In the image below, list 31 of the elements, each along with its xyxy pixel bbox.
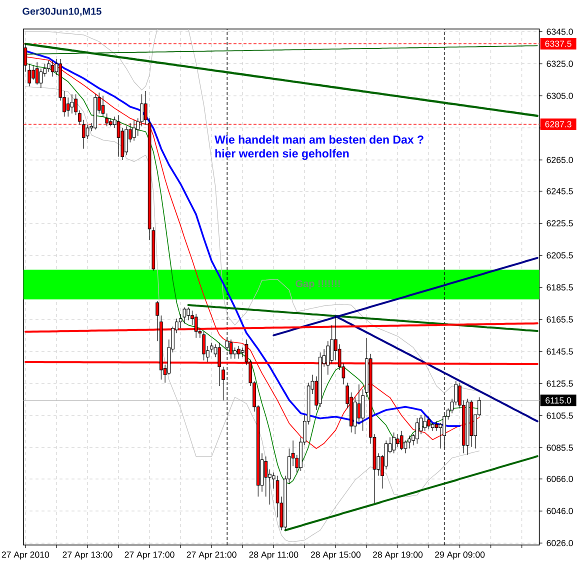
annotation: Wie handelt man am besten den Dax ? [214, 135, 424, 144]
x-tick-label: 27 Apr 2010 [2, 552, 50, 560]
x-tick-label: 27 Apr 13:00 [62, 552, 112, 560]
y-tick-label: 6165.5 [546, 316, 573, 323]
y-tick-label: 6185.5 [546, 284, 573, 291]
y-tick-label: 6066.0 [546, 476, 573, 482]
y-tick-label: 6105.5 [546, 412, 573, 419]
x-tick-label: 28 Apr 19:00 [372, 552, 423, 560]
x-tick-label: 27 Apr 21:00 [186, 552, 236, 560]
y-tick-label: 6205.5 [546, 252, 573, 258]
y-tick-label: 6125.5 [546, 380, 573, 387]
chart-title: Ger30Jun10,M15 [22, 8, 102, 16]
ref-line-label: 6115.0 [546, 397, 572, 404]
x-tick-label: 28 Apr 15:00 [310, 552, 361, 560]
ref-line-label: 6337.5 [545, 40, 572, 47]
y-tick-label: 6225.5 [546, 220, 573, 226]
x-tick-label: 27 Apr 17:00 [124, 552, 174, 560]
y-tick-label: 6145.5 [546, 348, 573, 355]
y-tick-label: 6265.0 [546, 156, 573, 164]
x-tick-label: 28 Apr 11:00 [249, 552, 298, 560]
y-tick-label: 6245.5 [546, 188, 573, 194]
x-tick-label: 29 Apr 09:00 [435, 552, 485, 560]
y-tick-label: 6026.0 [546, 540, 573, 546]
band-label: Gap !!!!!!! [296, 280, 340, 290]
y-tick-label: 6305.0 [546, 92, 573, 99]
y-tick-label: 6046.0 [546, 508, 573, 514]
y-tick-label: 6085.5 [546, 444, 573, 451]
y-tick-label: 6345.0 [546, 28, 573, 35]
ref-line-label: 6287.3 [545, 121, 572, 128]
y-tick-label: 6325.0 [546, 60, 573, 67]
annotation: hier werden sie geholfen [215, 149, 349, 160]
